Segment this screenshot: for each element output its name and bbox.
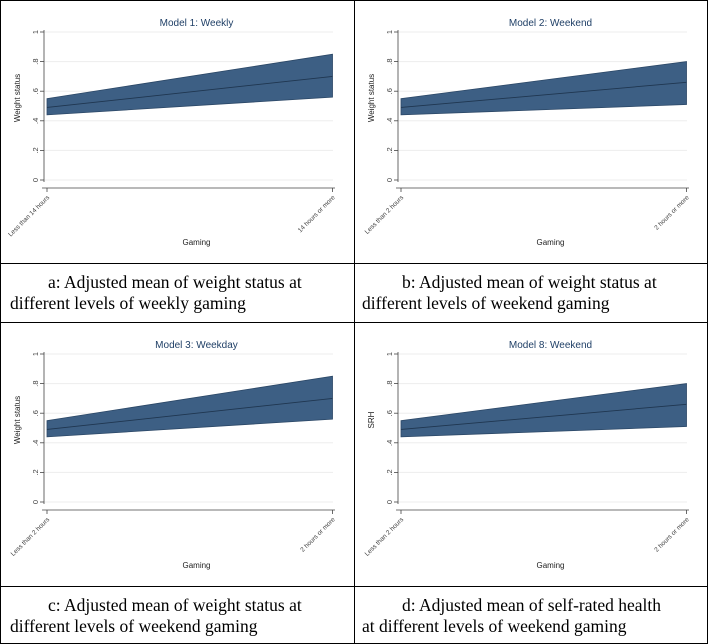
y-tick-label: .8 [31, 380, 40, 386]
y-tick-label: 0 [385, 178, 394, 182]
y-tick-label: 1 [385, 352, 394, 356]
y-tick-label: .4 [31, 118, 40, 124]
mean-line [46, 75, 333, 108]
y-tick-label: 1 [31, 30, 40, 34]
chart-title: Model 8: Weekend [509, 340, 592, 351]
table-divider-row1-figure [0, 263, 708, 264]
chart-title: Model 1: Weekly [160, 18, 234, 29]
y-tick-label: 0 [385, 500, 394, 504]
caption-c: c: Adjusted mean of weight status at dif… [4, 595, 302, 637]
y-tick-label: .6 [385, 88, 394, 94]
y-tick-label: .2 [31, 147, 40, 153]
x-tick-label: 2 hours or more [653, 516, 691, 554]
mean-line [46, 397, 333, 430]
y-axis-label: Weight status [13, 74, 22, 122]
x-axis-label: Gaming [536, 238, 564, 247]
mean-line [400, 403, 687, 430]
y-tick-label: .4 [385, 118, 394, 124]
chart-panel-model-8: Model 8: Weekend 0 .2 .4 .6 .8 1 SRH Less than 2… [364, 340, 691, 570]
y-axis-label: SRH [367, 411, 376, 428]
y-tick-label: .8 [385, 380, 394, 386]
y-tick-label: .4 [385, 440, 394, 446]
x-axis-label: Gaming [536, 561, 564, 570]
chart-panel-model-2: Model 2: Weekend 0 .2 .4 .6 .8 1 Weight status L… [364, 18, 691, 247]
y-tick-label: 0 [31, 178, 40, 182]
caption-d-line2: at different levels of weekend gaming [362, 616, 627, 636]
y-tick-label: .6 [385, 410, 394, 416]
table-divider-row1-caption [0, 322, 708, 323]
y-tick-label: .8 [31, 58, 40, 64]
y-tick-label: 1 [385, 30, 394, 34]
caption-b: b: Adjusted mean of weight status at dif… [354, 272, 657, 314]
confidence-band [46, 53, 333, 116]
caption-a-line2: different levels of weekly gaming [10, 293, 246, 313]
x-tick-label: Less than 2 hours [364, 516, 406, 558]
y-tick-label: .2 [385, 147, 394, 153]
y-tick-label: 1 [31, 352, 40, 356]
chart-title: Model 3: Weekday [155, 340, 238, 351]
y-tick-label: .6 [31, 410, 40, 416]
confidence-band [400, 383, 687, 438]
x-tick-label: Less than 2 hours [364, 194, 406, 236]
chart-panel-model-3: Model 3: Weekday 0 .2 .4 .6 .8 1 Weight status L… [10, 340, 337, 570]
x-tick-label: Less than 2 hours [10, 516, 52, 558]
x-tick-label: 2 hours or more [653, 194, 691, 232]
chart-title: Model 2: Weekend [509, 18, 592, 29]
y-tick-label: .4 [31, 440, 40, 446]
caption-b-line2: different levels of weekend gaming [362, 293, 610, 313]
caption-c-line2: different levels of weekend gaming [10, 616, 258, 636]
y-tick-label: .8 [385, 58, 394, 64]
caption-a: a: Adjusted mean of weight status at dif… [4, 272, 302, 314]
x-tick-label: 14 hours or more [297, 194, 337, 234]
caption-a-line1: a: Adjusted mean of weight status at [48, 272, 302, 292]
caption-c-line1: c: Adjusted mean of weight status at [48, 595, 302, 615]
caption-d: d: Adjusted mean of self-rated health at… [354, 595, 661, 637]
chart-panel-model-1: Model 1: Weekly 0 .2 .4 .6 .8 1 Weight status Le… [7, 18, 337, 247]
y-tick-label: .2 [31, 469, 40, 475]
caption-b-line1: b: Adjusted mean of weight status at [402, 272, 657, 292]
x-tick-label: 2 hours or more [299, 516, 337, 554]
y-tick-label: .6 [31, 88, 40, 94]
x-tick-label: Less than 14 hours [7, 194, 52, 239]
x-axis-label: Gaming [182, 561, 210, 570]
y-tick-label: .2 [385, 469, 394, 475]
mean-line [400, 81, 687, 108]
caption-d-line1: d: Adjusted mean of self-rated health [402, 595, 662, 615]
y-axis-label: Weight status [13, 396, 22, 444]
y-axis-label: Weight status [367, 74, 376, 122]
x-axis-label: Gaming [182, 238, 210, 247]
confidence-band [46, 375, 333, 438]
confidence-band [400, 61, 687, 116]
table-divider-row2-figure [0, 586, 708, 587]
y-tick-label: 0 [31, 500, 40, 504]
